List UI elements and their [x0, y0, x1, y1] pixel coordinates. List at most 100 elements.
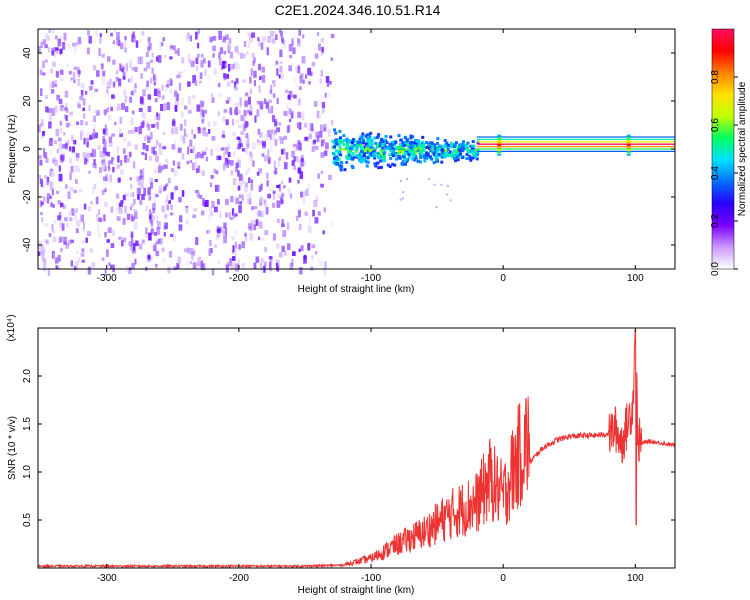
heatmap-cell	[458, 143, 462, 147]
heatmap-cell	[186, 160, 190, 165]
heatmap-cell	[452, 145, 456, 149]
heatmap-cell	[266, 130, 271, 138]
heatmap-cell	[137, 194, 140, 200]
heatmap-cell	[358, 159, 362, 163]
heatmap-cell	[155, 140, 159, 146]
heatmap-cell	[172, 234, 176, 242]
heatmap-cell	[299, 171, 304, 180]
heatmap-cell	[317, 257, 321, 264]
heatmap-cell	[59, 35, 63, 40]
heatmap-cell	[143, 67, 148, 72]
heatmap-cell	[317, 173, 320, 179]
heatmap-cell	[311, 244, 316, 249]
heatmap-cell	[401, 149, 405, 153]
heatmap-cell	[269, 90, 273, 95]
heatmap-cell	[464, 144, 468, 148]
heatmap-cell	[258, 236, 261, 241]
heatmap-cell	[96, 213, 99, 222]
heatmap-cell	[98, 209, 101, 215]
heatmap-y-axis-label: Frequency (Hz)	[7, 115, 18, 184]
heatmap-cell	[408, 146, 412, 150]
heatmap-cell	[174, 185, 178, 191]
heatmap-cell	[332, 156, 336, 160]
heatmap-cell	[465, 146, 469, 150]
heatmap-cell	[85, 152, 90, 159]
heatmap-cell	[46, 240, 49, 245]
heatmap-cell	[320, 152, 325, 158]
heatmap-cell	[419, 150, 423, 154]
heatmap-cell	[328, 91, 331, 98]
heatmap-cell	[228, 212, 231, 220]
heatmap-cell	[280, 149, 284, 155]
heatmap-cell	[49, 137, 53, 142]
heatmap-cell	[449, 199, 452, 202]
heatmap-cell	[388, 147, 392, 151]
heatmap-cell	[53, 106, 58, 113]
heatmap-cell	[192, 262, 197, 270]
heatmap-cell	[234, 167, 239, 172]
heatmap-cell	[248, 167, 251, 172]
heatmap-cell	[410, 144, 414, 148]
heatmap-cell	[213, 206, 218, 213]
heatmap-cell	[101, 78, 105, 85]
heatmap-cell	[446, 154, 450, 158]
heatmap-cell	[104, 124, 107, 132]
heatmap-cell	[354, 145, 358, 149]
heatmap-cell	[297, 66, 301, 74]
heatmap-cell	[471, 144, 475, 148]
heatmap-cell	[195, 31, 198, 40]
heatmap-cell	[222, 39, 226, 43]
heatmap-cell	[269, 258, 273, 265]
heatmap-cell	[320, 69, 324, 77]
heatmap-cell	[412, 154, 416, 158]
heatmap-cell	[298, 98, 302, 105]
heatmap-cell	[42, 39, 47, 45]
heatmap-cell	[59, 69, 64, 75]
heatmap-cell	[384, 134, 388, 138]
heatmap-cell	[130, 203, 135, 208]
heatmap-cell	[199, 194, 203, 200]
heatmap-cell	[140, 73, 143, 80]
heatmap-cell	[82, 107, 86, 112]
heatmap-cell	[45, 157, 49, 163]
heatmap-cell	[105, 173, 108, 182]
heatmap-cell	[48, 141, 53, 147]
heatmap-cell	[239, 103, 242, 108]
heatmap-cell	[40, 249, 45, 255]
heatmap-cell	[110, 264, 114, 269]
heatmap-cell	[497, 137, 502, 139]
heatmap-cell	[258, 185, 262, 193]
heatmap-cell	[52, 157, 57, 162]
heatmap-cell	[177, 147, 182, 153]
heatmap-cell	[248, 223, 252, 230]
heatmap-cell	[216, 225, 220, 233]
heatmap-cell	[291, 150, 295, 158]
heatmap-cell	[321, 101, 326, 109]
heatmap-cell	[386, 163, 390, 167]
heatmap-cell	[242, 262, 245, 268]
heatmap-cell	[316, 32, 320, 36]
heatmap-cell	[114, 121, 117, 126]
heatmap-cell	[77, 37, 82, 45]
snr-y-tick-label: 1.0	[22, 465, 33, 479]
heatmap-cell	[147, 106, 152, 113]
heatmap-cell	[264, 155, 268, 162]
heatmap-cell	[350, 153, 354, 157]
heatmap-cell	[77, 78, 81, 86]
heatmap-cell	[204, 68, 207, 76]
heatmap-cell	[406, 143, 410, 147]
heatmap-cell	[317, 43, 322, 51]
heatmap-cell	[267, 149, 270, 157]
heatmap-cell	[69, 111, 74, 116]
heatmap-cell	[333, 145, 337, 149]
heatmap-cell	[116, 164, 120, 169]
heatmap-cell	[72, 209, 77, 214]
heatmap-cell	[149, 216, 152, 224]
heatmap-cell	[322, 230, 325, 235]
heatmap-cell	[243, 41, 247, 48]
heatmap-cell	[82, 113, 86, 119]
heatmap-cell	[338, 164, 342, 168]
heatmap-cell	[323, 267, 327, 276]
heatmap-cell	[153, 200, 157, 205]
heatmap-cell	[66, 122, 71, 127]
